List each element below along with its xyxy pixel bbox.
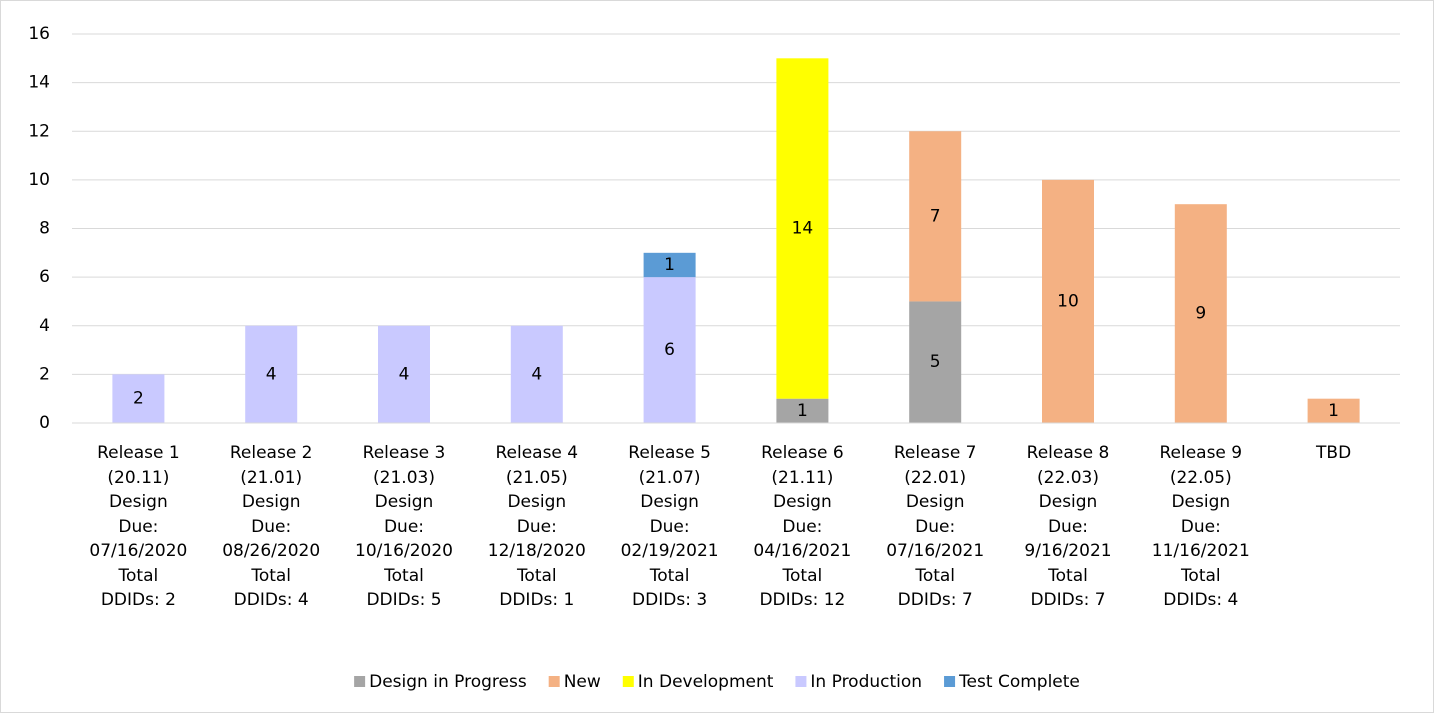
legend-marker	[944, 676, 956, 687]
legend-label: In Development	[638, 672, 774, 692]
x-tick-label: Release 1 (20.11) Design Due: 07/16/2020…	[89, 443, 188, 610]
x-tick-label: TBD	[1316, 443, 1352, 463]
x-tick-label: Release 2 (21.01) Design Due: 08/26/2020…	[222, 443, 321, 610]
legend-label: New	[564, 672, 601, 692]
data-label: 1	[1328, 401, 1339, 421]
legend-marker	[795, 676, 807, 687]
bar-segment	[112, 374, 165, 423]
legend-label: Test Complete	[958, 672, 1080, 692]
data-label: 9	[1195, 304, 1206, 324]
data-label: 4	[399, 364, 410, 384]
legend-label: In Production	[810, 672, 922, 692]
bar-segment	[1307, 398, 1360, 423]
x-tick-label: Release 4 (21.05) Design Due: 12/18/2020…	[487, 443, 586, 610]
y-tick-label: 10	[28, 170, 50, 190]
data-label: 1	[797, 401, 808, 421]
y-tick-label: 8	[39, 219, 50, 239]
data-label: 10	[1057, 291, 1079, 311]
x-tick-label: Release 8 (22.03) Design Due: 9/16/2021 …	[1024, 443, 1112, 610]
bar-segment	[909, 131, 962, 302]
bar-segment	[245, 325, 298, 423]
bar-segment	[643, 252, 696, 278]
bar-segment	[909, 301, 962, 423]
x-tick-label: Release 6 (21.11) Design Due: 04/16/2021…	[753, 443, 852, 610]
y-tick-label: 14	[28, 73, 50, 93]
y-tick-label: 6	[39, 267, 50, 287]
bar-segment	[378, 325, 430, 423]
data-label: 2	[133, 389, 144, 409]
legend-marker	[548, 676, 560, 687]
legend-label: Design in Progress	[369, 672, 527, 692]
bar-segment	[510, 325, 563, 423]
y-tick-label: 16	[28, 24, 50, 44]
bar-segment	[776, 58, 829, 399]
y-tick-label: 4	[39, 316, 50, 336]
data-label: 7	[930, 206, 941, 226]
bar-segment	[643, 277, 696, 423]
y-tick-label: 12	[28, 121, 50, 141]
data-label: 5	[930, 352, 941, 372]
legend-marker	[622, 676, 634, 687]
data-label: 1	[664, 255, 675, 275]
bar-segment	[1174, 204, 1227, 423]
data-label: 4	[266, 364, 277, 384]
bar-segment	[776, 398, 829, 423]
data-label: 4	[531, 364, 542, 384]
x-tick-label: Release 9 (22.05) Design Due: 11/16/2021…	[1151, 443, 1250, 610]
x-tick-label: Release 5 (21.07) Design Due: 02/19/2021…	[620, 443, 719, 610]
x-tick-label: Release 3 (21.03) Design Due: 10/16/2020…	[355, 443, 453, 610]
bar-segment	[1042, 179, 1094, 423]
y-tick-label: 2	[39, 364, 50, 384]
data-label: 14	[792, 219, 814, 239]
data-label: 6	[664, 340, 675, 360]
x-tick-label: Release 7 (22.01) Design Due: 07/16/2021…	[886, 443, 985, 610]
legend-marker	[354, 676, 366, 687]
y-tick-label: 0	[39, 413, 50, 433]
